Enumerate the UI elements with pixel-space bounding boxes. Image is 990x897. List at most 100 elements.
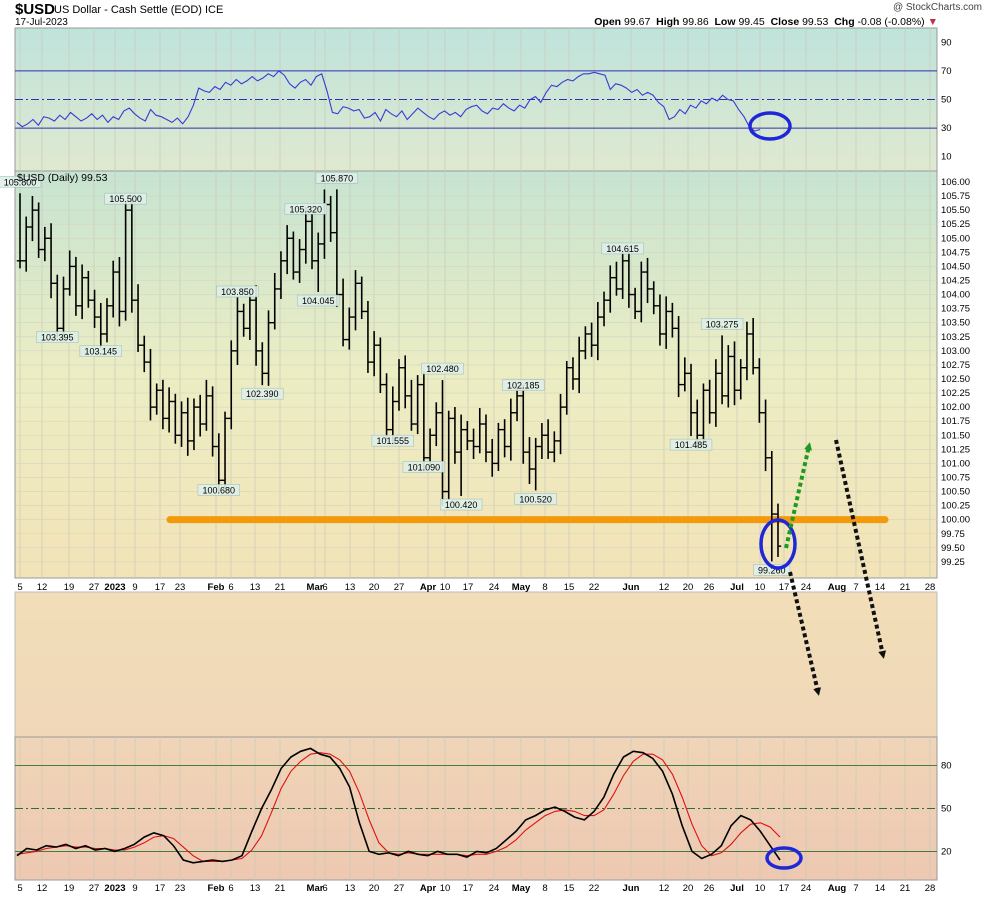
price-circle [759,518,797,570]
x-tick-label: 19 [64,582,75,593]
exchange: ICE [205,4,224,16]
close-label: Close [770,16,800,28]
security-name: US Dollar - Cash Settle (EOD) ICE [54,4,223,16]
price-tick-label: 103.25 [941,332,970,343]
x-tick-label: 14 [875,883,886,894]
price-label: 101.555 [377,436,410,446]
price-label: 105.320 [290,204,323,214]
stochastic-tick-label: 50 [941,804,952,815]
x-tick-label: 22 [589,883,600,894]
x-tick-label: 17 [155,883,166,894]
x-tick-label: 17 [463,582,474,593]
x-tick-label: 8 [542,582,547,593]
price-label-box [514,493,557,505]
price-tick-label: 101.50 [941,430,970,441]
price-label: 100.520 [519,494,552,504]
price-tick-label: 106.00 [941,177,970,188]
low-label: Low [714,16,736,28]
price-label-box [104,192,147,205]
price-label: 101.485 [675,440,708,450]
price-label: 103.145 [84,347,117,357]
price-tick-label: 103.50 [941,318,970,329]
price-tick-label: 105.75 [941,191,970,202]
rsi-circle [748,111,792,141]
price-label: 102.185 [507,381,540,391]
price-tick-label: 104.25 [941,275,970,286]
x-tick-label: 10 [440,883,451,894]
price-label: 104.615 [606,244,639,254]
x-tick-label: 20 [369,582,380,593]
x-tick-label: Apr [420,883,437,894]
x-tick-label: 10 [440,582,451,593]
price-tick-label: 99.50 [941,543,965,554]
stochastic-d-line [16,752,781,862]
x-tick-label: 2023 [104,582,125,593]
x-tick-label: 21 [900,582,911,593]
x-tick-label: 21 [275,582,286,593]
x-tick-label: May [512,883,531,894]
x-tick-label: 6 [228,582,233,593]
x-tick-label: 13 [250,582,261,593]
price-tick-label: 105.00 [941,233,970,244]
price-label-box [216,285,259,298]
x-tick-label: 26 [704,883,715,894]
price-label: 100.680 [203,485,236,495]
x-tick-label: 19 [64,883,75,894]
price-tick-label: 101.00 [941,458,970,469]
price-label-box [502,379,545,391]
chg-value: -0.08 (-0.08%) [857,16,925,28]
x-tick-label: 24 [801,883,812,894]
down-triangle-icon: ▼ [927,16,938,28]
rsi-layer: 10 30 50 70 90 [15,37,952,163]
x-tick-label: 7 [853,582,858,593]
price-label-box [315,172,359,184]
x-tick-label: 24 [801,582,812,593]
price-tick-label: 99.25 [941,557,965,568]
x-tick-label: 9 [132,883,137,894]
price-label: 102.390 [246,389,279,399]
x-tick-label: 23 [175,883,186,894]
x-tick-label: 6 [322,582,327,593]
price-tick-label: 105.25 [941,219,970,230]
x-tick-label: 21 [275,883,286,894]
x-tick-label: 27 [394,883,405,894]
stochastic-tick-label: 20 [941,846,952,857]
price-label-box [669,438,713,451]
chart-header: $USD US Dollar - Cash Settle (EOD) ICE 1… [0,0,990,28]
open-label: Open [594,16,622,28]
price-label-box [79,345,122,357]
price-tick-label: 100.75 [941,472,970,483]
x-tick-label: 12 [37,582,48,593]
x-tick-label: 28 [925,582,936,593]
price-label: 102.480 [426,364,459,374]
chg-label: Chg [834,16,855,28]
x-tick-label: 20 [369,883,380,894]
x-tick-label: 17 [463,883,474,894]
down-arrow-far [834,439,887,659]
x-tick-label: 20 [683,582,694,593]
low-value: 99.45 [738,16,765,28]
price-tick-label: 104.00 [941,290,970,301]
x-tick-label: 5 [17,582,22,593]
close-value: 99.53 [802,16,829,28]
x-tick-label: 24 [489,883,500,894]
x-tick-label: 21 [900,883,911,894]
x-tick-label: Mar [307,582,324,593]
price-tick-label: 101.75 [941,416,970,427]
x-tick-label: 13 [345,582,356,593]
x-tick-label: 5 [17,883,22,894]
security-name-text: US Dollar - Cash Settle (EOD) [54,4,202,16]
price-bars [16,189,782,562]
price-label: 99.260 [758,565,786,575]
rsi-line [16,70,761,132]
price-tick-label: 101.25 [941,444,970,455]
x-tick-label: 10 [755,582,766,593]
price-tick-label: 100.50 [941,487,970,498]
price-label: 100.420 [445,500,478,510]
price-tick-label: 102.75 [941,360,970,371]
price-label: 103.395 [41,333,74,343]
price-tick-label: 104.50 [941,261,970,272]
stochastic-tick-label: 80 [941,761,952,772]
x-tick-label: 27 [89,883,100,894]
